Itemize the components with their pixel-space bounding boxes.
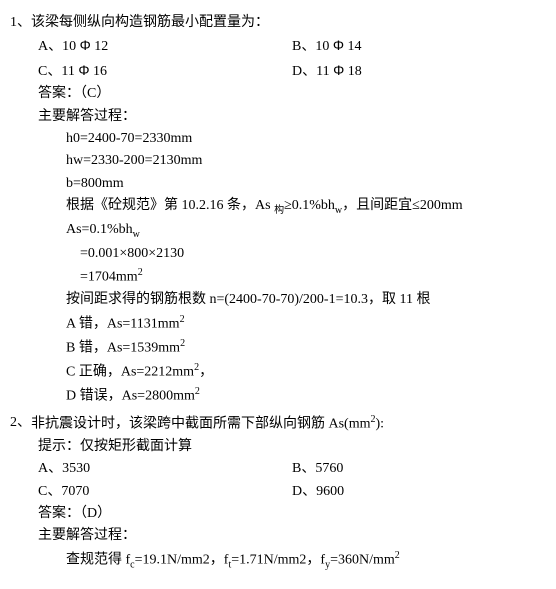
- q1-line-3: b=800mm: [10, 173, 546, 195]
- q1-proc-title: 主要解答过程：: [10, 106, 546, 128]
- q1-stem-row: 1、 该梁每侧纵向构造钢筋最小配置量为：: [10, 12, 546, 34]
- q1-stem: 该梁每侧纵向构造钢筋最小配置量为：: [31, 12, 269, 34]
- q2-hint: 提示：仅按矩形截面计算: [10, 436, 546, 458]
- q2-option-d: D、9600: [292, 481, 546, 503]
- q2-number: 2、: [10, 412, 31, 436]
- q1-option-b: B、10 Φ 14: [292, 34, 546, 58]
- q1-options: A、10 Φ 12 B、10 Φ 14 C、11 Φ 16 D、11 Φ 18: [10, 34, 546, 83]
- q1-option-d: D、11 Φ 18: [292, 59, 546, 83]
- q2-stem: 非抗震设计时，该梁跨中截面所需下部纵向钢筋 As(mm2):: [31, 412, 384, 436]
- q1-line-11: C 正确，As=2212mm2，: [10, 360, 546, 384]
- q2-answer: 答案：（D）: [10, 503, 546, 525]
- q1-option-c: C、11 Φ 16: [38, 59, 292, 83]
- q2-proc-title: 主要解答过程：: [10, 525, 546, 547]
- q2-stem-row: 2、 非抗震设计时，该梁跨中截面所需下部纵向钢筋 As(mm2):: [10, 412, 546, 436]
- q1-line-1: h0=2400-70=2330mm: [10, 128, 546, 150]
- q2-line-1: 查规范得 fc=19.1N/mm2，ft=1.71N/mm2，fy=360N/m…: [10, 548, 546, 573]
- q2-option-a: A、3530: [38, 458, 292, 480]
- q1-number: 1、: [10, 12, 31, 34]
- question-1: 1、 该梁每侧纵向构造钢筋最小配置量为： A、10 Φ 12 B、10 Φ 14…: [10, 12, 546, 408]
- q1-line-2: hw=2330-200=2130mm: [10, 150, 546, 172]
- q1-line-5: As=0.1%bhw: [10, 219, 546, 243]
- q1-line-8: 按间距求得的钢筋根数 n=(2400-70-70)/200-1=10.3，取 1…: [10, 289, 546, 311]
- question-2: 2、 非抗震设计时，该梁跨中截面所需下部纵向钢筋 As(mm2): 提示：仅按矩…: [10, 412, 546, 573]
- q1-line-4: 根据《砼规范》第 10.2.16 条，As 构≥0.1%bhw，且间距宜≤200…: [10, 195, 546, 219]
- q1-line-6: =0.001×800×2130: [10, 243, 546, 265]
- q1-option-a: A、10 Φ 12: [38, 34, 292, 58]
- q1-line-12: D 错误，As=2800mm2: [10, 384, 546, 408]
- q2-option-c: C、7070: [38, 481, 292, 503]
- q1-line-7: =1704mm2: [10, 265, 546, 289]
- q2-options: A、3530 B、5760 C、7070 D、9600: [10, 458, 546, 503]
- q1-line-9: A 错，As=1131mm2: [10, 312, 546, 336]
- q1-answer: 答案：（C）: [10, 83, 546, 105]
- q2-option-b: B、5760: [292, 458, 546, 480]
- q1-line-10: B 错，As=1539mm2: [10, 336, 546, 360]
